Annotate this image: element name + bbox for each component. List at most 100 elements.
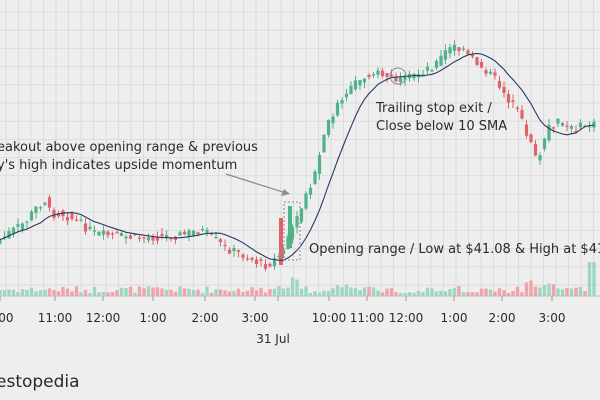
candle-body xyxy=(88,226,92,230)
x-tick-label: 10:00 xyxy=(312,311,347,325)
volume-bar xyxy=(115,290,119,296)
volume-bar xyxy=(551,284,556,296)
volume-bar xyxy=(281,288,286,296)
volume-bar xyxy=(340,287,344,296)
volume-bar xyxy=(232,291,236,296)
candle-body xyxy=(479,62,484,68)
volume-bar xyxy=(128,286,133,296)
volume-bar xyxy=(56,291,61,296)
volume-bar xyxy=(25,289,29,296)
candle-body xyxy=(133,234,137,236)
candle-body xyxy=(218,239,223,243)
candle-body xyxy=(452,44,457,51)
volume-bar xyxy=(569,288,574,296)
volume-bar xyxy=(38,290,43,296)
candle-body xyxy=(569,126,574,129)
candle-body xyxy=(515,107,520,109)
volume-bar xyxy=(452,287,457,296)
volume-bar xyxy=(88,292,92,296)
volume-bar xyxy=(322,290,326,296)
candle-body xyxy=(272,258,277,267)
volume-bar xyxy=(133,292,137,296)
volume-bar xyxy=(484,288,488,296)
volume-bar xyxy=(277,286,281,296)
exit-note: Close below 10 SMA xyxy=(376,119,507,134)
candle-body xyxy=(259,259,263,261)
candle-body xyxy=(344,93,349,98)
candle-body xyxy=(434,60,439,68)
candle-body xyxy=(362,78,367,83)
candle-body xyxy=(7,231,11,239)
volume-bar xyxy=(308,292,313,296)
candle-body xyxy=(578,122,583,128)
x-tick-label: 1:00 xyxy=(140,311,167,325)
candle-body xyxy=(241,254,245,258)
x-tick-label: 1:00 xyxy=(441,311,468,325)
breakout-note: y's high indicates upside momentum xyxy=(0,158,237,173)
chart-markers xyxy=(225,67,407,261)
candle-body xyxy=(380,70,385,76)
candle-body xyxy=(47,197,52,208)
candle-body xyxy=(538,155,542,161)
candle-body xyxy=(313,171,317,185)
volume-bar xyxy=(493,291,497,296)
candle-body xyxy=(353,80,358,90)
breakout-arrow xyxy=(225,173,287,194)
volume-bar xyxy=(34,291,38,296)
volume-bar xyxy=(29,287,34,296)
candle-body xyxy=(290,227,295,240)
volume-bar xyxy=(385,288,389,296)
volume-bar xyxy=(254,290,259,296)
candle-body xyxy=(493,72,497,76)
candle-body xyxy=(56,213,61,217)
candle-body xyxy=(385,72,389,77)
volume-bar xyxy=(394,292,398,296)
volume-bar xyxy=(587,262,592,296)
volume-bar xyxy=(227,291,232,296)
candle-body xyxy=(43,202,47,205)
candle-body xyxy=(164,235,169,239)
volume-bar xyxy=(259,287,263,296)
candle-body xyxy=(524,124,529,136)
volume-bar xyxy=(358,289,362,296)
candle-body xyxy=(529,134,533,143)
candle-body xyxy=(331,116,335,124)
candle-body xyxy=(425,66,430,71)
candle-body xyxy=(565,125,569,127)
volume-bar xyxy=(263,292,268,296)
volume-bar xyxy=(470,292,475,296)
candle-body xyxy=(520,109,524,119)
volume-bar xyxy=(389,287,394,296)
volume-bar xyxy=(362,287,367,296)
breakout-candle xyxy=(288,206,292,248)
candle-body xyxy=(457,47,461,51)
candle-body xyxy=(533,143,538,156)
candle-body xyxy=(191,230,196,236)
candle-body xyxy=(124,236,128,239)
volume-bar xyxy=(187,288,191,296)
volume-bar xyxy=(448,289,452,296)
volume-bar xyxy=(290,277,295,296)
exit-marker-circle xyxy=(389,67,407,85)
volume-bar xyxy=(286,287,290,296)
volume-bar xyxy=(538,287,542,296)
volume-bar xyxy=(502,290,506,296)
volume-bar xyxy=(376,290,380,296)
candle-body xyxy=(470,54,475,57)
volume-bar xyxy=(178,286,182,296)
candle-body xyxy=(317,154,322,174)
volume-bar xyxy=(443,291,448,296)
candle-body xyxy=(52,209,56,218)
candle-body xyxy=(137,237,142,239)
volume-bar xyxy=(425,287,430,296)
volume-bar xyxy=(43,289,47,296)
candle-body xyxy=(389,74,394,77)
candle-body xyxy=(178,232,182,236)
volume-bar xyxy=(236,288,241,296)
volume-bar xyxy=(583,290,587,296)
candle-body xyxy=(421,74,425,76)
candle-body xyxy=(511,100,515,103)
candle-body xyxy=(502,86,506,94)
candle-body xyxy=(38,207,43,209)
volume-bar xyxy=(524,282,529,296)
